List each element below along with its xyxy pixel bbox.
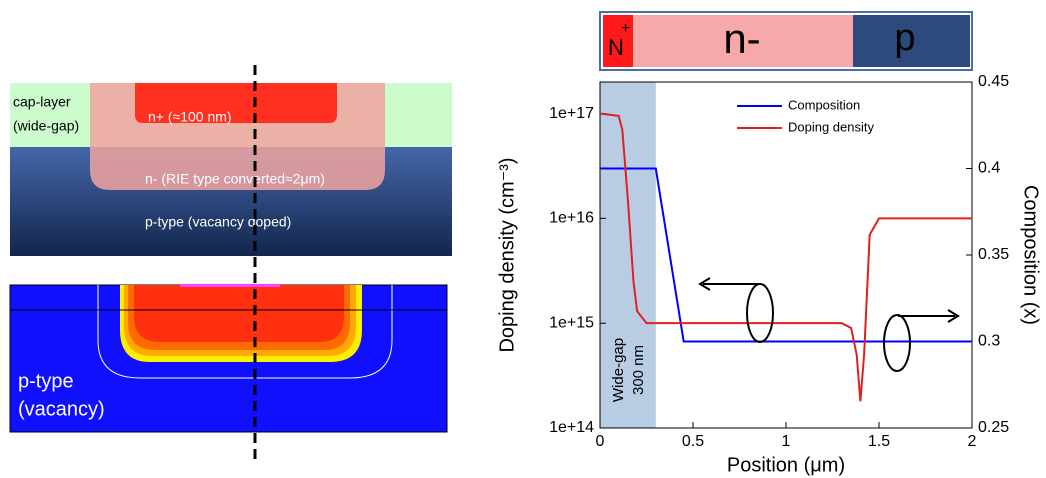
y2-tick-label: 0.4 bbox=[978, 160, 1000, 177]
band: N + n- p bbox=[599, 11, 973, 71]
label: p-type (vacancy doped) bbox=[145, 214, 291, 230]
y2-tick-label: 0.3 bbox=[978, 333, 1000, 350]
series-line bbox=[599, 112, 972, 402]
label: n- bbox=[723, 15, 760, 62]
x-tick-label: 2 bbox=[968, 433, 977, 450]
contour bbox=[97, 285, 393, 379]
band-p bbox=[853, 15, 970, 67]
y-tick-label: 1e+17 bbox=[549, 105, 594, 122]
y2-tick-label: 0.35 bbox=[978, 246, 1009, 263]
x-tick-label: 0 bbox=[596, 433, 605, 450]
band-nplus bbox=[603, 15, 633, 67]
y-axis-label: Doping density (cm⁻³) bbox=[496, 157, 518, 352]
label: (wide-gap) bbox=[13, 118, 79, 134]
contour bbox=[134, 285, 344, 342]
label: + bbox=[621, 20, 630, 37]
band-nminus bbox=[633, 15, 853, 67]
y-tick-label: 1e+14 bbox=[549, 419, 594, 436]
x-tick-label: 1.5 bbox=[868, 433, 890, 450]
legend-label: Composition bbox=[788, 97, 860, 112]
simulation: p-type (vacancy) bbox=[9, 284, 448, 433]
y-tick-label: 1e+16 bbox=[549, 210, 594, 227]
y2-tick-label: 0.25 bbox=[978, 419, 1009, 436]
legend-label: Doping density bbox=[788, 119, 874, 134]
x-axis-label: Position (μm) bbox=[727, 454, 845, 476]
label: n+ (≈100 nm) bbox=[148, 109, 232, 125]
x-tick-label: 1 bbox=[782, 433, 791, 450]
shaded-region bbox=[600, 82, 656, 428]
annotations bbox=[698, 277, 960, 372]
chart: Doping density (cm⁻³) Composition (x) Po… bbox=[496, 73, 1041, 476]
label: cap-layer bbox=[13, 94, 71, 110]
series-line bbox=[600, 167, 972, 343]
label: n- (RIE type converted≈2μm) bbox=[145, 171, 325, 187]
shaded-label: Wide-gap bbox=[610, 338, 627, 402]
label: p bbox=[894, 17, 915, 59]
label: (vacancy) bbox=[18, 398, 105, 420]
y-tick-label: 1e+15 bbox=[549, 314, 594, 331]
shaded-label: 300 nm bbox=[630, 345, 647, 395]
label: p-type bbox=[18, 370, 74, 392]
cross-section: cap-layer (wide-gap) n+ (≈100 nm) n- (RI… bbox=[10, 83, 452, 256]
y2-axis-label: Composition (x) bbox=[1020, 185, 1042, 325]
n-plus-region bbox=[135, 83, 337, 123]
contact bbox=[180, 284, 280, 287]
x-tick-label: 0.5 bbox=[682, 433, 704, 450]
label: N bbox=[608, 35, 624, 60]
y2-tick-label: 0.45 bbox=[978, 73, 1009, 90]
